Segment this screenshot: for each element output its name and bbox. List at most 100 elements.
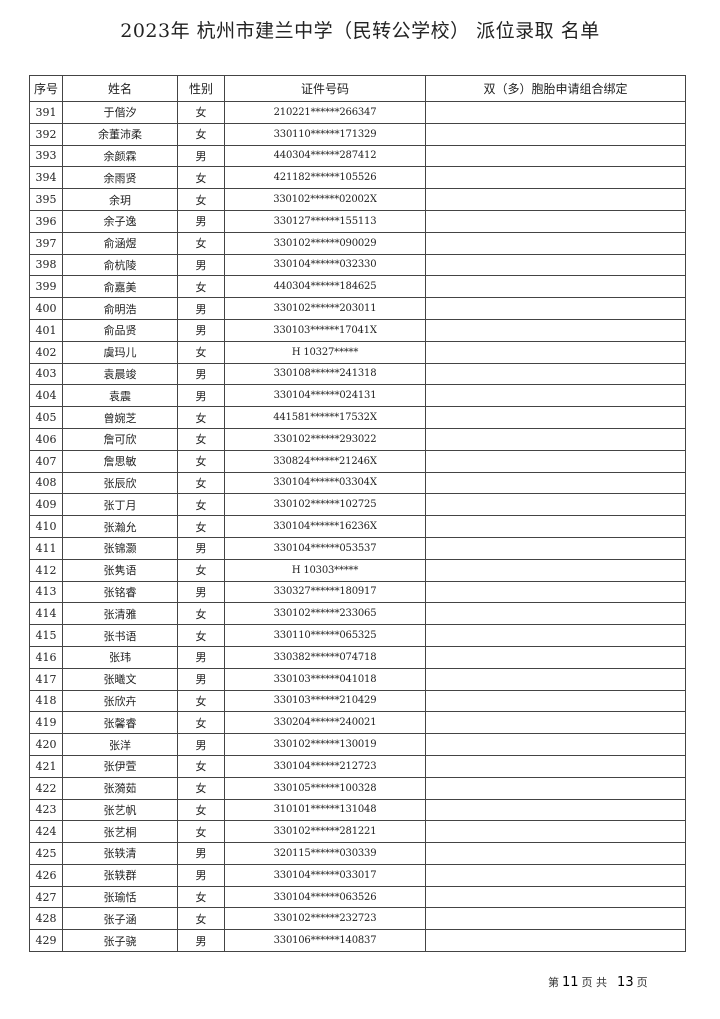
cell-seq: 395: [29, 188, 63, 211]
cell-gender: 女: [177, 340, 225, 364]
header-seq: 序号: [29, 75, 63, 102]
cell-twins-binding: [425, 297, 686, 320]
footer-prefix: 第: [548, 976, 559, 989]
cell-seq: 421: [29, 754, 63, 778]
cell-name: 袁震: [62, 384, 178, 408]
cell-twins-binding: [425, 122, 686, 146]
cell-seq: 391: [29, 101, 63, 124]
header-name: 姓名: [62, 75, 178, 102]
cell-seq: 425: [29, 842, 63, 865]
cell-twins-binding: [425, 820, 686, 844]
cell-seq: 424: [29, 820, 63, 844]
cell-gender: 女: [177, 558, 225, 582]
cell-name: 张馨睿: [62, 711, 178, 735]
cell-gender: 女: [177, 776, 225, 800]
cell-gender: 女: [177, 493, 225, 517]
cell-twins-binding: [425, 929, 686, 953]
cell-seq: 396: [29, 209, 63, 233]
cell-id-number: 330104******16236X: [224, 515, 426, 538]
cell-id-number: 330102******090029: [224, 231, 426, 255]
table-row: 420 张洋男 330102******130019: [29, 733, 686, 756]
cell-gender: 女: [177, 122, 225, 146]
cell-id-number: 330104******024131: [224, 384, 426, 408]
cell-name: 俞杭陵: [62, 253, 178, 277]
cell-seq: 428: [29, 907, 63, 931]
table-row: 401 俞品贤男 330103******17041X: [29, 318, 686, 342]
cell-seq: 427: [29, 885, 63, 909]
cell-name: 虞玛儿: [62, 340, 178, 364]
cell-twins-binding: [425, 711, 686, 735]
cell-seq: 420: [29, 733, 63, 756]
cell-seq: 404: [29, 384, 63, 408]
cell-name: 张辰欣: [62, 471, 178, 495]
cell-name: 张曦文: [62, 667, 178, 691]
cell-twins-binding: [425, 907, 686, 931]
cell-gender: 女: [177, 449, 225, 473]
current-page: 11: [562, 975, 579, 990]
cell-id-number: 330105******100328: [224, 776, 426, 800]
cell-twins-binding: [425, 645, 686, 669]
cell-twins-binding: [425, 515, 686, 538]
cell-name: 余董沛柔: [62, 122, 178, 146]
cell-id-number: 330108******241318: [224, 362, 426, 386]
cell-name: 张漪茹: [62, 776, 178, 800]
table-row: 402 虞玛儿女 H 10327*****: [29, 340, 686, 364]
cell-gender: 女: [177, 101, 225, 124]
cell-twins-binding: [425, 863, 686, 887]
cell-gender: 男: [177, 929, 225, 953]
cell-name: 张玮: [62, 645, 178, 669]
cell-gender: 女: [177, 427, 225, 451]
cell-name: 张伊萱: [62, 754, 178, 778]
cell-name: 袁晨竣: [62, 362, 178, 386]
table-row: 392 余董沛柔女 330110******171329: [29, 122, 686, 146]
document-title: 2023年 杭州市建兰中学（民转公学校） 派位录取 名单: [120, 20, 600, 42]
table-row: 404 袁震男 330104******024131: [29, 384, 686, 408]
cell-id-number: 330102******233065: [224, 602, 426, 626]
cell-id-number: 330103******041018: [224, 667, 426, 691]
table-row: 418 张欣卉女 330103******210429: [29, 689, 686, 713]
cell-name: 俞品贤: [62, 318, 178, 342]
cell-seq: 398: [29, 253, 63, 277]
cell-name: 张清雅: [62, 602, 178, 626]
table-row: 409 张丁月女 330102******102725: [29, 493, 686, 517]
table-row: 407 詹思敏女 330824******21246X: [29, 449, 686, 473]
cell-seq: 409: [29, 493, 63, 517]
table-row: 427 张瑜恬女 330104******063526: [29, 885, 686, 909]
cell-twins-binding: [425, 362, 686, 386]
cell-id-number: 330102******102725: [224, 493, 426, 517]
table-row: 413 张铭睿男 330327******180917: [29, 580, 686, 604]
cell-name: 张欣卉: [62, 689, 178, 713]
cell-id-number: 440304******184625: [224, 275, 426, 299]
cell-gender: 女: [177, 711, 225, 735]
cell-seq: 399: [29, 275, 63, 299]
footer-suffix: 页: [636, 976, 648, 989]
cell-name: 张书语: [62, 624, 178, 647]
cell-id-number: 330103******210429: [224, 689, 426, 713]
cell-twins-binding: [425, 101, 686, 124]
admission-table: 序号 姓名 性别 证件号码 双（多）胞胎申请组合绑定 391 于偕汐女 210221…: [29, 75, 686, 953]
table-row: 422 张漪茹女 330105******100328: [29, 776, 686, 800]
cell-id-number: 421182******105526: [224, 166, 426, 190]
table-header-row: 序号 姓名 性别 证件号码 双（多）胞胎申请组合绑定: [29, 75, 686, 102]
cell-seq: 423: [29, 798, 63, 822]
cell-id-number: 210221******266347: [224, 101, 426, 124]
cell-name: 余雨贤: [62, 166, 178, 190]
cell-id-number: 330102******293022: [224, 427, 426, 451]
cell-gender: 男: [177, 863, 225, 887]
table-row: 396 余子逸男 330127******155113: [29, 209, 686, 233]
cell-seq: 411: [29, 536, 63, 560]
cell-id-number: 330104******032330: [224, 253, 426, 277]
cell-seq: 405: [29, 406, 63, 429]
cell-seq: 417: [29, 667, 63, 691]
header-twins-binding: 双（多）胞胎申请组合绑定: [425, 75, 686, 102]
cell-name: 余玥: [62, 188, 178, 211]
table-row: 428 张子涵女 330102******232723: [29, 907, 686, 931]
cell-gender: 男: [177, 842, 225, 865]
cell-twins-binding: [425, 449, 686, 473]
cell-gender: 女: [177, 885, 225, 909]
cell-gender: 男: [177, 536, 225, 560]
cell-gender: 男: [177, 297, 225, 320]
cell-id-number: 330103******17041X: [224, 318, 426, 342]
table-row: 399 俞嘉美女 440304******184625: [29, 275, 686, 299]
table-row: 417 张曦文男 330103******041018: [29, 667, 686, 691]
